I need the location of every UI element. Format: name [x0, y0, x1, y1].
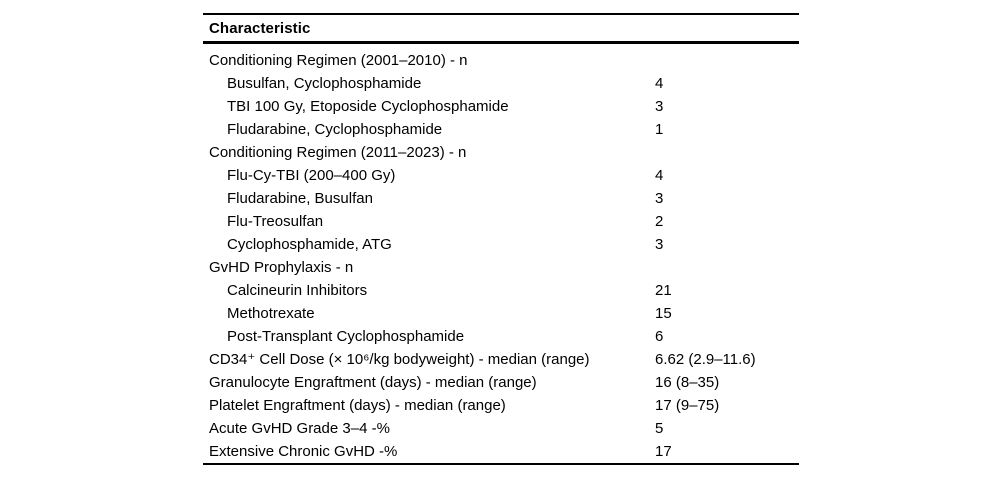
table-row-group-conditioning-2001-2010: Conditioning Regimen (2001–2010) - n [203, 49, 799, 72]
table-row-post-transplant-cyclophosphamide: Post-Transplant Cyclophosphamide 6 [203, 325, 799, 348]
row-label: Methotrexate [227, 305, 315, 322]
row-value: 4 [655, 75, 664, 92]
row-label: GvHD Prophylaxis - n [209, 259, 354, 276]
table-row-granulocyte-engraftment: Granulocyte Engraftment (days) - median … [203, 371, 799, 394]
table-header-characteristic: Characteristic [209, 19, 311, 37]
row-value: 6 [655, 328, 664, 345]
row-value: 5 [655, 420, 664, 437]
row-label: Post-Transplant Cyclophosphamide [227, 328, 465, 345]
table-row-group-gvhd-prophylaxis: GvHD Prophylaxis - n [203, 256, 799, 279]
row-label: Granulocyte Engraftment (days) - median … [209, 374, 537, 391]
row-label: Extensive Chronic GvHD -% [209, 443, 398, 460]
row-value: 3 [655, 98, 664, 115]
table-row-flu-treosulfan: Flu-Treosulfan 2 [203, 210, 799, 233]
row-label: Flu-Cy-TBI (200–400 Gy) [227, 167, 396, 184]
row-label: Fludarabine, Busulfan [227, 190, 373, 207]
table-row-fludarabine-busulfan: Fludarabine, Busulfan 3 [203, 187, 799, 210]
row-value: 21 [655, 282, 672, 299]
table-row-cd34-cell-dose: CD34⁺ Cell Dose (× 10⁶/kg bodyweight) - … [203, 348, 799, 371]
row-value: 17 [655, 443, 672, 460]
row-value: 1 [655, 121, 664, 138]
row-value: 17 (9–75) [655, 397, 720, 414]
table-row-flu-cy-tbi: Flu-Cy-TBI (200–400 Gy) 4 [203, 164, 799, 187]
row-value: 15 [655, 305, 672, 322]
table-row-fludarabine-cyclophosphamide: Fludarabine, Cyclophosphamide 1 [203, 118, 799, 141]
row-value: 6.62 (2.9–11.6) [655, 351, 756, 368]
row-label: Calcineurin Inhibitors [227, 282, 368, 299]
row-label: Fludarabine, Cyclophosphamide [227, 121, 443, 138]
row-label: Platelet Engraftment (days) - median (ra… [209, 397, 506, 414]
table-body: Conditioning Regimen (2001–2010) - n Bus… [203, 44, 799, 463]
table-row-calcineurin-inhibitors: Calcineurin Inhibitors 21 [203, 279, 799, 302]
table-row-platelet-engraftment: Platelet Engraftment (days) - median (ra… [203, 394, 799, 417]
table-row-methotrexate: Methotrexate 15 [203, 302, 799, 325]
row-value: 3 [655, 190, 664, 207]
characteristics-table: Characteristic Conditioning Regimen (200… [203, 13, 799, 465]
table-row-acute-gvhd: Acute GvHD Grade 3–4 -% 5 [203, 417, 799, 440]
row-label: Busulfan, Cyclophosphamide [227, 75, 422, 92]
table-row-group-conditioning-2011-2023: Conditioning Regimen (2011–2023) - n [203, 141, 799, 164]
table-row-cyclophosphamide-atg: Cyclophosphamide, ATG 3 [203, 233, 799, 256]
table-row-busulfan-cyclophosphamide: Busulfan, Cyclophosphamide 4 [203, 72, 799, 95]
row-label: Conditioning Regimen (2011–2023) - n [209, 144, 467, 161]
row-value: 3 [655, 236, 664, 253]
row-label: Conditioning Regimen (2001–2010) - n [209, 52, 468, 69]
row-label: Flu-Treosulfan [227, 213, 324, 230]
table-header-row: Characteristic [203, 15, 799, 44]
row-value: 2 [655, 213, 664, 230]
row-label: Cyclophosphamide, ATG [227, 236, 392, 253]
row-label: Acute GvHD Grade 3–4 -% [209, 420, 390, 437]
row-label: CD34⁺ Cell Dose (× 10⁶/kg bodyweight) - … [209, 351, 590, 368]
row-label: TBI 100 Gy, Etoposide Cyclophosphamide [227, 98, 509, 115]
row-value: 16 (8–35) [655, 374, 720, 391]
table-row-tbi-etoposide-cyclophosphamide: TBI 100 Gy, Etoposide Cyclophosphamide 3 [203, 95, 799, 118]
row-value: 4 [655, 167, 664, 184]
table-row-extensive-chronic-gvhd: Extensive Chronic GvHD -% 17 [203, 440, 799, 463]
